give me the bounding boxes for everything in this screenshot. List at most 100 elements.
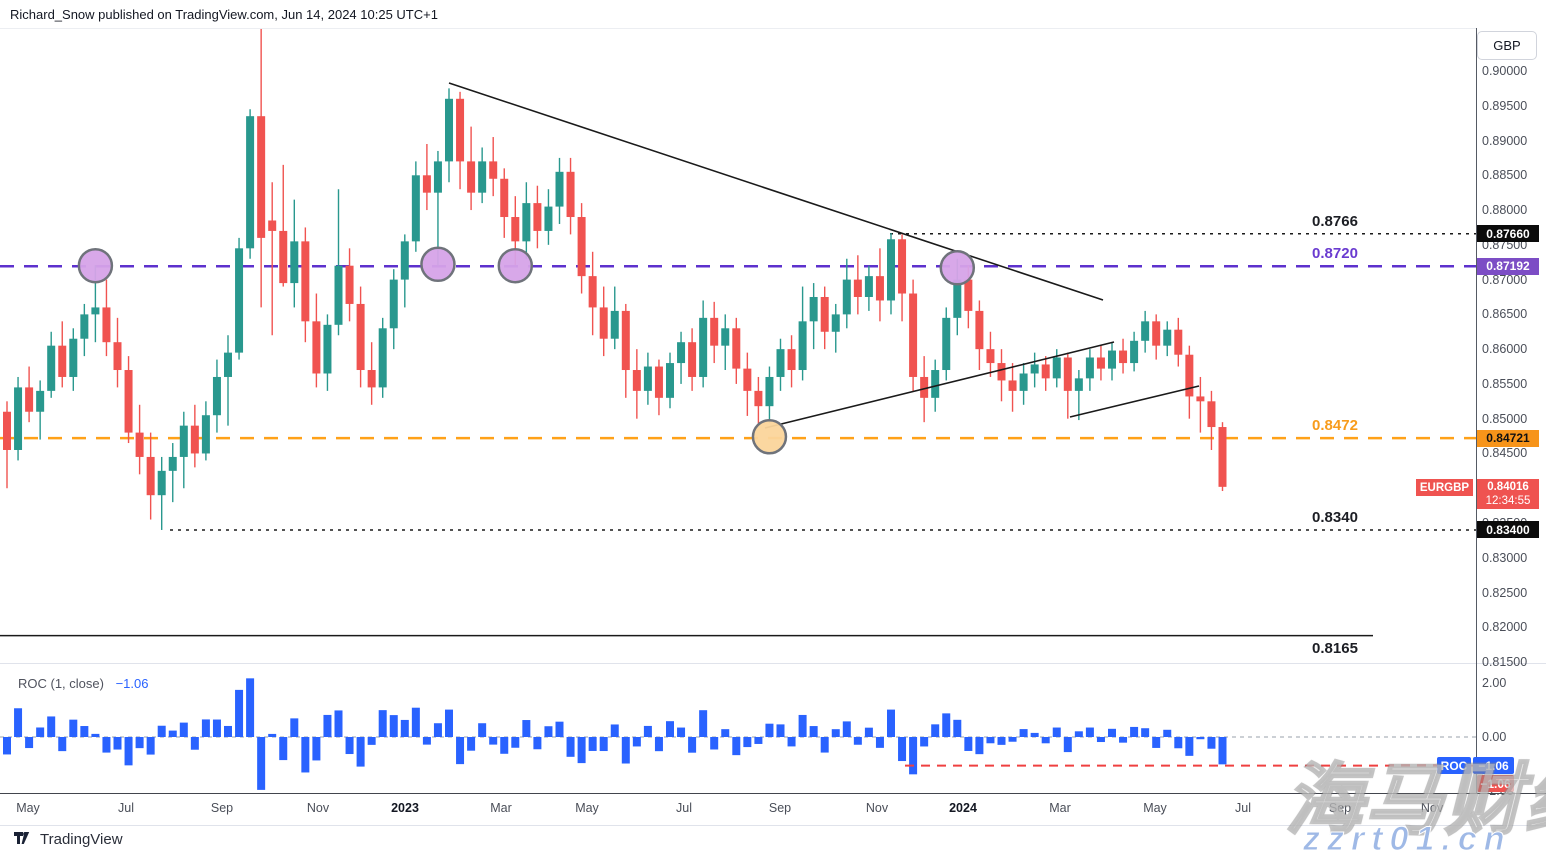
candle-body [677, 342, 686, 364]
level-label-8165[interactable]: 0.8165 [1312, 639, 1358, 657]
candle-body [864, 276, 873, 297]
roc-bar [632, 737, 641, 747]
price-tick: 0.87000 [1482, 272, 1528, 287]
roc-bar [1218, 737, 1227, 765]
roc-bar [179, 722, 188, 737]
roc-bar [898, 737, 907, 762]
roc-bar [25, 737, 34, 749]
price-axis-border [1476, 28, 1477, 793]
candle-body [1185, 354, 1194, 397]
roc-bar [931, 724, 940, 737]
candle-body [621, 310, 630, 371]
candle-body [632, 370, 641, 391]
candle-body [732, 328, 741, 369]
roc-bar [776, 724, 785, 737]
roc-bar [268, 733, 277, 737]
candle-body [1041, 364, 1050, 379]
roc-bar [688, 737, 697, 753]
currency-toggle-button[interactable]: GBP [1477, 31, 1537, 60]
time-tick-Nov: Nov [1420, 801, 1444, 815]
candle-body [1196, 396, 1205, 402]
candle-body [80, 314, 89, 339]
candle-body [1152, 321, 1161, 346]
roc-bar [864, 727, 873, 737]
candle-body [124, 370, 133, 433]
candle-body [279, 230, 288, 284]
candle-body [699, 317, 708, 377]
candle-body [544, 206, 553, 231]
roc-bar [1163, 729, 1172, 737]
last-price-axis-badge: 0.84016 12:34:55 [1477, 479, 1539, 510]
roc-bar [1130, 726, 1139, 737]
candle-body [666, 363, 674, 398]
axis-badge-83400: 0.83400 [1477, 521, 1539, 539]
chart-canvas[interactable] [0, 28, 1476, 793]
candle-body [533, 203, 542, 231]
level-label-8340[interactable]: 0.8340 [1312, 508, 1358, 526]
level-label-8766[interactable]: 0.8766 [1312, 212, 1358, 230]
roc-bar [1030, 732, 1039, 737]
candle-body [224, 352, 232, 377]
roc-bar [677, 727, 686, 737]
roc-bar [124, 737, 133, 766]
candle-body [58, 345, 67, 377]
roc-bar [588, 737, 597, 751]
time-tick-Jul: Jul [676, 801, 692, 815]
candle-body [467, 161, 476, 193]
roc-bar [3, 737, 11, 755]
candle-body [997, 363, 1006, 381]
candle-body [688, 342, 697, 377]
roc-bar [1152, 737, 1161, 748]
roc-bar [754, 737, 763, 744]
candle-body [555, 171, 564, 207]
roc-bar [544, 726, 553, 737]
candle-body [643, 366, 652, 391]
candle-body [411, 175, 420, 242]
roc-bar [334, 710, 343, 737]
candle-body [367, 370, 376, 388]
candle-body [588, 276, 597, 308]
roc-indicator-header[interactable]: ROC (1, close) −1.06 [18, 676, 149, 691]
roc-axis-label: ROC [1437, 757, 1471, 774]
symbol-price-flag: EURGBP [1416, 479, 1473, 497]
candle-body [389, 279, 398, 329]
time-tick-Sep: Sep [1328, 801, 1352, 815]
roc-bar [953, 719, 962, 737]
roc-bar [224, 725, 232, 737]
roc-bar [555, 721, 564, 737]
roc-bar [1196, 737, 1205, 740]
roc-bar [400, 719, 409, 737]
roc-bar [798, 714, 807, 737]
candle-body [1119, 350, 1128, 364]
roc-bar [356, 737, 365, 767]
candle-body [1207, 401, 1216, 428]
candle-body [831, 314, 840, 332]
roc-bar [1019, 729, 1028, 737]
candle-body [577, 217, 586, 277]
roc-bar [378, 710, 387, 737]
candle-body [964, 279, 973, 311]
level-label-8472[interactable]: 0.8472 [1312, 417, 1358, 435]
candle-body [246, 116, 255, 249]
roc-pane-separator[interactable] [0, 663, 1546, 664]
roc-bar [522, 720, 531, 737]
roc-bar [257, 737, 266, 790]
candle-body [268, 220, 277, 231]
roc-bar [135, 737, 144, 749]
candle-body [1096, 357, 1105, 369]
footer-separator [0, 825, 1546, 826]
candle-body [1141, 321, 1150, 341]
roc-bar [533, 737, 542, 750]
roc-bar [279, 737, 288, 761]
tradingview-brand-link[interactable]: TradingView [14, 831, 123, 848]
candle-body [201, 415, 210, 454]
roc-bar [831, 729, 840, 737]
level-label-8720[interactable]: 0.8720 [1312, 245, 1358, 263]
candle-body [489, 161, 498, 179]
candle-body [776, 349, 785, 377]
candle-body [157, 470, 166, 496]
price-tick: 0.83000 [1482, 550, 1528, 565]
candle-body [710, 317, 719, 346]
roc-bar [323, 714, 332, 737]
candle-body [301, 241, 310, 322]
